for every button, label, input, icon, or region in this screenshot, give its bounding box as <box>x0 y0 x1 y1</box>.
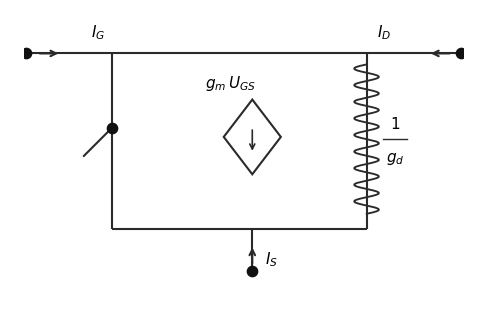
Point <box>457 51 465 56</box>
Text: $g_m\,U_{GS}$: $g_m\,U_{GS}$ <box>205 74 256 93</box>
Text: $I_D$: $I_D$ <box>377 24 391 42</box>
Point <box>248 269 256 273</box>
Text: $1$: $1$ <box>390 116 400 132</box>
Point <box>108 126 115 131</box>
Point <box>22 51 30 56</box>
Text: $g_d$: $g_d$ <box>386 151 404 167</box>
Text: $I_G$: $I_G$ <box>92 24 106 42</box>
Text: $I_S$: $I_S$ <box>265 251 279 269</box>
